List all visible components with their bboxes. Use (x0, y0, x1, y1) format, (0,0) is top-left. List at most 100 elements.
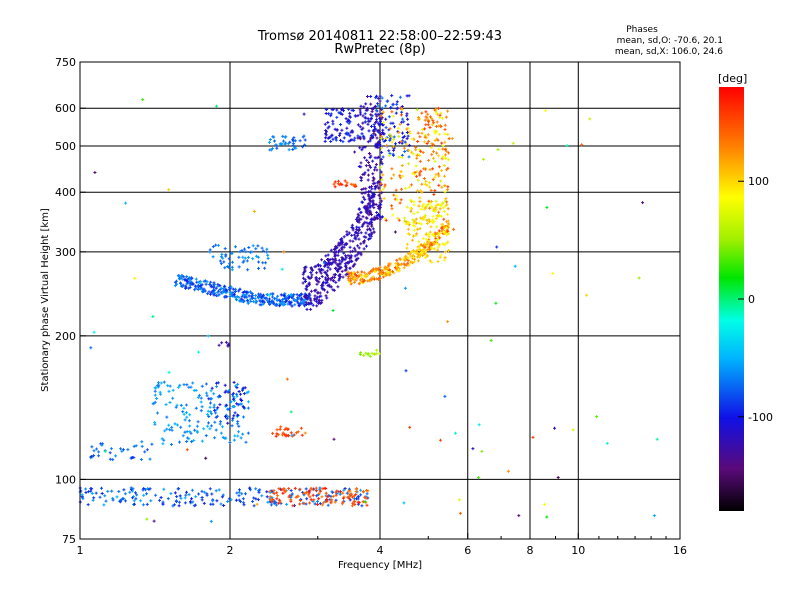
data-point (367, 152, 371, 155)
data-point (314, 486, 318, 490)
data-point (235, 295, 239, 298)
data-point (387, 263, 390, 267)
data-point (175, 282, 179, 286)
data-point (358, 125, 362, 129)
data-point (143, 450, 147, 454)
data-point (439, 253, 443, 257)
data-point (221, 256, 225, 260)
data-point (237, 255, 241, 259)
data-point (317, 491, 321, 495)
data-point (193, 284, 197, 288)
data-point (347, 489, 351, 493)
data-point (291, 148, 295, 151)
data-point (306, 493, 310, 497)
data-point (390, 94, 394, 98)
data-point (260, 246, 264, 250)
data-point (325, 281, 329, 284)
data-point (373, 185, 377, 188)
data-point (373, 144, 377, 148)
data-point (165, 415, 169, 419)
data-point (394, 264, 398, 268)
data-point (371, 199, 375, 203)
data-point (407, 143, 411, 147)
data-point (326, 495, 330, 499)
data-point (368, 227, 371, 231)
data-point (367, 271, 371, 275)
data-point (210, 386, 214, 390)
data-point (495, 245, 499, 249)
data-point (203, 490, 207, 494)
data-point (229, 498, 233, 502)
data-point (289, 301, 293, 305)
data-point (252, 496, 256, 500)
data-point (433, 209, 437, 213)
data-point (363, 220, 367, 224)
data-point (378, 352, 381, 356)
data-point (195, 424, 199, 428)
data-point (190, 440, 194, 444)
data-point (207, 290, 211, 294)
data-point (304, 487, 308, 491)
data-point (256, 255, 260, 259)
data-point (170, 443, 173, 446)
data-point (189, 385, 193, 389)
data-point (154, 493, 158, 497)
data-point (344, 273, 348, 277)
data-point (266, 253, 270, 257)
data-point (429, 225, 433, 229)
data-point (447, 222, 451, 226)
data-point (167, 389, 171, 393)
data-point (304, 502, 308, 506)
data-point (167, 188, 171, 192)
data-point (248, 486, 252, 490)
data-point (210, 290, 214, 294)
data-point (246, 268, 250, 272)
data-point (289, 498, 293, 502)
data-point (320, 284, 324, 288)
data-point (427, 120, 431, 124)
data-point (370, 213, 373, 217)
data-point (356, 212, 360, 216)
data-point (215, 381, 218, 385)
data-point (362, 353, 366, 357)
data-point (198, 281, 202, 285)
data-point (139, 458, 143, 461)
data-point (225, 265, 229, 268)
data-point (439, 179, 443, 183)
data-point (330, 134, 334, 138)
data-point (196, 288, 200, 291)
data-point (378, 265, 382, 269)
data-point (366, 108, 370, 112)
data-point (352, 277, 356, 280)
data-point (511, 141, 515, 145)
data-point (223, 247, 227, 251)
data-point (237, 494, 241, 498)
data-point (204, 382, 208, 386)
data-point (268, 303, 272, 306)
data-point (413, 260, 417, 264)
data-point (347, 119, 351, 122)
data-point (252, 504, 256, 508)
data-point (452, 227, 456, 231)
data-point (380, 96, 384, 100)
data-point (287, 495, 291, 499)
data-point (352, 233, 356, 237)
data-point (407, 221, 411, 224)
data-point (328, 267, 332, 271)
data-point (153, 420, 157, 424)
data-point (213, 420, 217, 424)
data-point (398, 176, 402, 180)
data-point (344, 184, 348, 188)
data-point (265, 247, 269, 251)
data-point (357, 282, 361, 286)
data-point (268, 489, 272, 493)
data-point (400, 164, 404, 168)
data-point (220, 291, 224, 295)
data-point (341, 496, 345, 500)
data-point (331, 122, 335, 126)
data-point (251, 500, 255, 503)
data-point (92, 454, 96, 458)
data-point (278, 500, 282, 504)
data-point (231, 416, 235, 420)
data-point (395, 267, 399, 271)
